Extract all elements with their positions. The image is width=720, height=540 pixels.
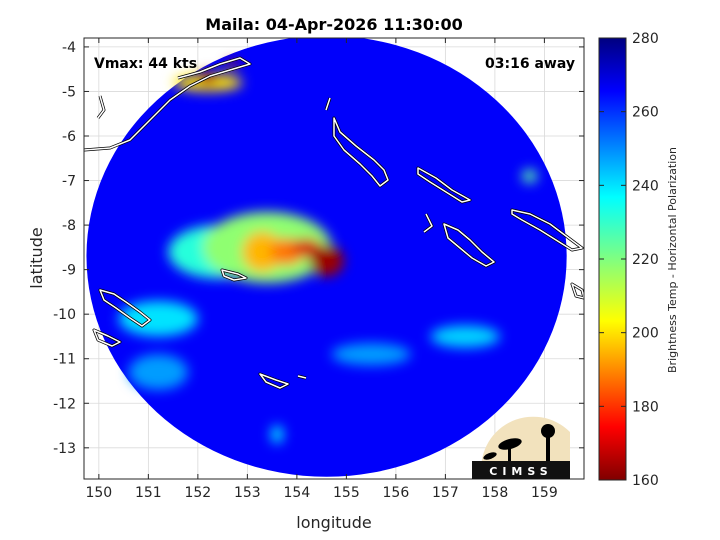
x-tick-label: 159 bbox=[531, 485, 558, 501]
temp-feature bbox=[430, 325, 500, 348]
colorbar-tick-label: 220 bbox=[632, 252, 659, 268]
y-tick-label: -5 bbox=[62, 84, 76, 100]
temp-feature bbox=[309, 245, 344, 277]
y-tick-label: -11 bbox=[53, 352, 76, 368]
y-tick-label: -12 bbox=[53, 396, 76, 412]
cimss-logo: CIMSS bbox=[472, 416, 570, 479]
colorbar-tick-label: 180 bbox=[632, 399, 659, 415]
x-tick-label: 156 bbox=[383, 485, 410, 501]
coastline bbox=[259, 373, 289, 389]
coastline bbox=[97, 95, 105, 119]
coastline bbox=[511, 209, 583, 251]
y-tick-label: -13 bbox=[53, 441, 76, 457]
colorbar: 280 260 240 220 200 180 160 Brightness Temp - … bbox=[598, 31, 679, 489]
x-tick-label: 158 bbox=[482, 485, 509, 501]
y-tick-label: -4 bbox=[62, 40, 76, 56]
x-tick-label: 155 bbox=[333, 485, 360, 501]
temp-feature bbox=[522, 169, 537, 183]
y-tick-label: -10 bbox=[53, 307, 76, 323]
temp-feature bbox=[242, 231, 283, 272]
temp-feature bbox=[271, 425, 284, 444]
time-away-annotation: 03:16 away bbox=[485, 56, 575, 72]
y-tick-label: -8 bbox=[62, 218, 76, 234]
x-axis-label: longitude bbox=[296, 513, 371, 532]
y-tick-label: -7 bbox=[62, 174, 76, 190]
y-tick-label: -6 bbox=[62, 129, 76, 145]
coastline bbox=[417, 167, 471, 203]
coastline bbox=[99, 289, 151, 327]
x-tick-label: 157 bbox=[432, 485, 459, 501]
colorbar-tick-label: 260 bbox=[632, 105, 659, 121]
coastline bbox=[93, 329, 121, 347]
plot-frame bbox=[83, 37, 585, 480]
coastline bbox=[333, 117, 389, 187]
colorbar-tick-label: 200 bbox=[632, 326, 659, 342]
x-tick-label: 151 bbox=[135, 485, 162, 501]
y-axis-label: latitude bbox=[27, 227, 46, 288]
coastline bbox=[297, 375, 307, 379]
x-tick-label: 154 bbox=[284, 485, 311, 501]
y-ticks: -4 -5 -6 -7 -8 -9 -10 -11 -12 -13 bbox=[53, 40, 584, 457]
logo-text: CIMSS bbox=[489, 465, 552, 478]
colorbar-tick-label: 240 bbox=[632, 178, 659, 194]
coastline bbox=[325, 97, 331, 111]
coastline bbox=[571, 283, 584, 299]
x-tick-label: 150 bbox=[85, 485, 112, 501]
colorbar-tick-label: 280 bbox=[632, 31, 659, 47]
coastline bbox=[423, 213, 433, 233]
coastline bbox=[221, 269, 247, 281]
temp-feature bbox=[128, 354, 188, 390]
x-tick-label: 152 bbox=[184, 485, 211, 501]
x-ticks: 150 151 152 153 154 155 156 157 158 159 bbox=[85, 38, 558, 501]
coastlines bbox=[84, 56, 584, 390]
chart-title: Maila: 04-Apr-2026 11:30:00 bbox=[205, 15, 462, 34]
coastline bbox=[84, 57, 251, 151]
colorbar-ticks: 280 260 240 220 200 180 160 bbox=[599, 31, 659, 489]
vmax-annotation: Vmax: 44 kts bbox=[94, 56, 197, 72]
temp-feature bbox=[331, 343, 411, 366]
plot-area: 150 151 152 153 154 155 156 157 158 159 -4-5-6-7-… bbox=[53, 37, 585, 501]
coastline bbox=[443, 223, 495, 267]
colorbar-tick-label: 160 bbox=[632, 473, 659, 489]
y-tick-label: -9 bbox=[62, 263, 76, 279]
x-tick-label: 153 bbox=[234, 485, 261, 501]
colorbar-label: Brightness Temp - Horizontal Polarizatio… bbox=[666, 147, 679, 373]
